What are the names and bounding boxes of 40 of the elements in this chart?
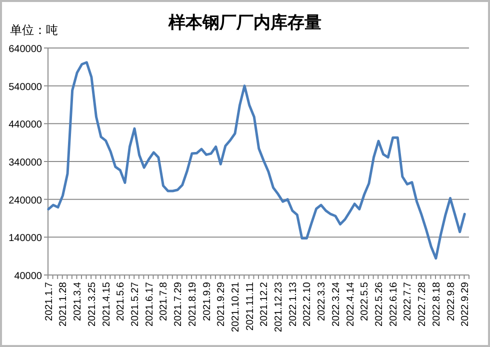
x-tick-label: 2021.9.29 bbox=[216, 282, 228, 326]
x-tick-label: 2022.2.10 bbox=[302, 282, 314, 326]
x-tick-label: 2021.1.7 bbox=[44, 282, 55, 321]
y-tick-label: 540000 bbox=[8, 82, 42, 93]
line-series bbox=[47, 61, 466, 260]
x-tick-label: 2022.5.5 bbox=[360, 282, 371, 321]
y-tick-label: 240000 bbox=[8, 195, 42, 206]
x-tick-label: 2022.8.18 bbox=[431, 282, 442, 326]
x-tick-label: 2021.3.4 bbox=[72, 282, 84, 321]
x-tick-label: 2021.4.15 bbox=[101, 282, 112, 326]
x-tick-label: 2022.7.7 bbox=[402, 282, 414, 321]
x-tick-label: 2021.12.2 bbox=[259, 282, 270, 326]
y-tick-label: 340000 bbox=[8, 158, 42, 168]
y-tick-label: 640000 bbox=[8, 44, 42, 55]
x-tick-label: 2022.9.29 bbox=[460, 282, 472, 326]
x-tick-label: 2022.1.13 bbox=[288, 282, 299, 326]
x-tick-label: 2021.10.21 bbox=[230, 282, 242, 332]
x-tick-label: 2021.1.28 bbox=[58, 282, 70, 326]
chart-title: 样本钢厂厂内库存量 bbox=[168, 13, 322, 32]
text: 单位：吨 bbox=[10, 23, 58, 37]
x-tick-label: 2022.9.8 bbox=[446, 282, 457, 321]
x-tick-label: 2021.6.17 bbox=[144, 282, 156, 326]
y-tick-label: 140000 bbox=[8, 233, 42, 244]
x-tick-label: 2022.4.14 bbox=[345, 282, 356, 326]
x-tick-label: 2022.6.16 bbox=[388, 282, 400, 326]
x-tick-label: 2021.11.11 bbox=[244, 282, 256, 331]
x-tick-label: 2021.3.25 bbox=[86, 282, 98, 326]
x-tick-label: 2021.5.6 bbox=[116, 282, 127, 321]
x-tick-label: 2022.7.28 bbox=[417, 282, 428, 326]
y-tick-label: 440000 bbox=[8, 120, 42, 131]
x-tick-label: 2021.9.9 bbox=[202, 282, 213, 321]
x-tick-label: 2021.8.19 bbox=[187, 282, 198, 326]
x-tick-label: 2021.7.8 bbox=[158, 282, 170, 321]
x-tick-label: 2022.3.3 bbox=[316, 282, 328, 321]
x-tick-label: 2021.7.29 bbox=[173, 282, 184, 326]
x-tick-label: 2021.5.27 bbox=[130, 282, 142, 326]
x-tick-label: 2022.3.24 bbox=[330, 282, 342, 326]
x-tick-label: 2022.5.26 bbox=[374, 282, 385, 326]
y-tick-label: 40000 bbox=[14, 271, 42, 282]
x-tick-label: 2021.12.23 bbox=[274, 282, 285, 332]
